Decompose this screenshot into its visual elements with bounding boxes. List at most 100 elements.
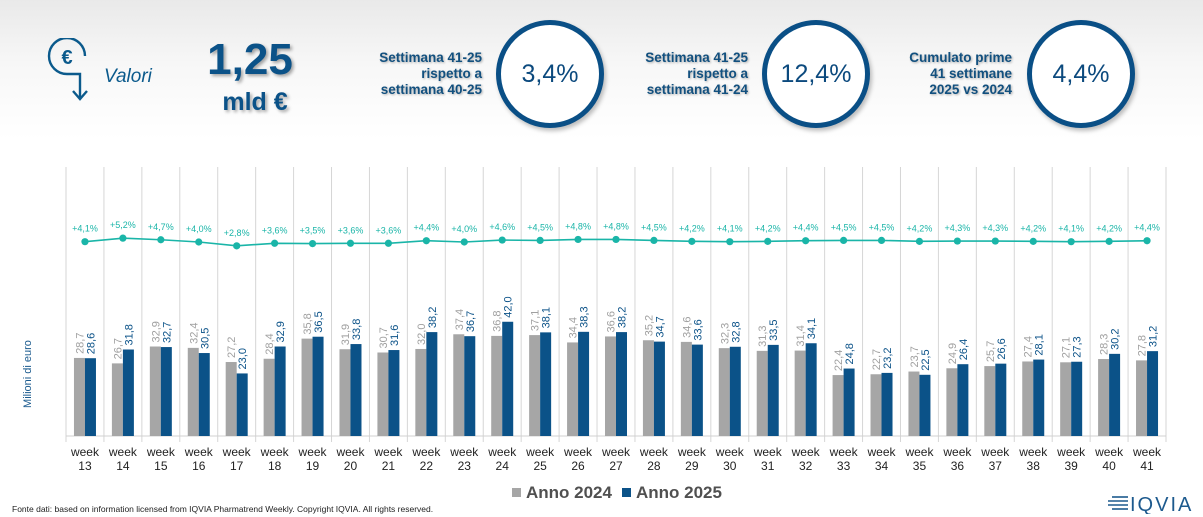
category-label: week: [525, 445, 555, 459]
bar-2024: [453, 334, 465, 436]
bar-2024: [339, 349, 351, 436]
category-label: week: [1018, 445, 1048, 459]
bar-2025: [1109, 353, 1121, 436]
legend-item-2025: Anno 2025: [622, 483, 722, 503]
bar-label-2024: 32,4: [188, 322, 200, 343]
category-label: 17: [230, 459, 244, 470]
growth-point: [915, 237, 924, 245]
bar-label-2025: 31,2: [1148, 326, 1160, 347]
category-label: 19: [306, 459, 320, 470]
category-label: week: [942, 445, 972, 459]
growth-label: +3,6%: [338, 225, 364, 235]
bar-label-2025: 23,0: [237, 348, 249, 369]
growth-label: +3,5%: [300, 226, 326, 236]
growth-point: [422, 237, 430, 245]
category-label: 38: [1027, 459, 1041, 470]
category-label: week: [108, 445, 138, 459]
category-label: week: [260, 445, 290, 459]
bar-2025: [502, 321, 514, 436]
bar-label-2025: 38,2: [617, 307, 629, 328]
category-label: week: [791, 445, 821, 459]
bar-2024: [149, 346, 161, 436]
growth-point: [650, 236, 658, 244]
growth-label: +4,5%: [869, 222, 895, 232]
growth-label: +4,7%: [148, 222, 174, 232]
bar-label-2024: 27,2: [226, 337, 238, 358]
bar-label-2025: 32,8: [730, 321, 742, 342]
category-label: week: [980, 445, 1010, 459]
bar-label-2024: 22,7: [871, 349, 883, 370]
bar-2024: [1136, 360, 1148, 436]
growth-label: +4,1%: [717, 224, 743, 234]
growth-label: +4,8%: [603, 221, 629, 231]
bar-label-2024: 28,3: [1099, 334, 1111, 355]
legend-label-2025: Anno 2025: [636, 483, 722, 502]
bar-label-2025: 28,1: [1034, 334, 1046, 355]
growth-point: [498, 236, 506, 244]
bar-label-2025: 22,5: [920, 349, 932, 370]
bar-2024: [984, 366, 996, 436]
category-label: 15: [154, 459, 168, 470]
bar-2024: [73, 357, 85, 436]
growth-point: [346, 239, 355, 247]
valori-label: Valori: [104, 66, 152, 87]
bar-2024: [642, 340, 654, 436]
bar-2024: [111, 363, 123, 436]
kpi-label-line: Settimana 41-25: [645, 50, 748, 65]
category-label: 39: [1064, 459, 1078, 470]
bar-label-2024: 25,7: [985, 341, 997, 362]
category-label: 16: [192, 459, 206, 470]
growth-point: [536, 236, 544, 244]
bar-2025: [1147, 351, 1159, 436]
bar-label-2024: 34,4: [568, 317, 580, 338]
bar-label-2024: 31,4: [795, 325, 807, 346]
category-label: 24: [496, 459, 510, 470]
category-label: week: [373, 445, 403, 459]
bar-2025: [426, 332, 438, 436]
category-label: 13: [78, 459, 92, 470]
bar-label-2025: 33,8: [351, 319, 363, 340]
category-label: week: [601, 445, 631, 459]
bar-label-2025: 42,0: [503, 296, 515, 317]
bar-label-2025: 30,5: [199, 328, 211, 349]
growth-point: [308, 240, 317, 248]
bar-2025: [653, 341, 665, 436]
bar-2025: [767, 344, 779, 436]
growth-point: [991, 237, 999, 245]
bar-2025: [805, 343, 817, 436]
bar-2025: [843, 368, 855, 436]
category-label: week: [829, 445, 859, 459]
kpi-label-line: 2025 vs 2024: [929, 82, 1012, 97]
bar-2025: [729, 346, 741, 436]
bar-2024: [415, 348, 427, 436]
iqvia-logo: IQVIA: [1108, 494, 1193, 514]
bar-2025: [1071, 361, 1083, 436]
kpi-label-yoy: Settimana 41-25 rispetto a settimana 41-…: [606, 50, 748, 98]
bar-2025: [198, 353, 210, 436]
growth-point: [688, 237, 696, 245]
category-label: 23: [458, 459, 472, 470]
category-label: 30: [723, 459, 737, 470]
bar-label-2024: 28,7: [74, 333, 86, 354]
iqvia-logo-text: IQVIA: [1130, 494, 1193, 514]
category-label: week: [146, 445, 176, 459]
category-label: 29: [685, 459, 699, 470]
growth-label: +4,1%: [1058, 224, 1084, 234]
bar-label-2025: 30,2: [1110, 328, 1122, 349]
growth-label: +4,2%: [755, 223, 781, 233]
category-label: 14: [116, 459, 130, 470]
bar-2025: [1033, 359, 1045, 436]
bar-2024: [225, 362, 237, 436]
bar-label-2025: 38,2: [427, 307, 439, 328]
bar-label-2024: 30,7: [378, 327, 390, 348]
bar-2024: [187, 347, 199, 436]
bar-label-2025: 31,6: [389, 325, 401, 346]
category-label: week: [70, 445, 100, 459]
bar-2025: [350, 344, 362, 436]
bar-2025: [388, 350, 400, 436]
category-label: 26: [571, 459, 585, 470]
bar-label-2025: 27,3: [1072, 336, 1084, 357]
category-label: 41: [1140, 459, 1154, 470]
bar-label-2024: 32,3: [719, 323, 731, 344]
